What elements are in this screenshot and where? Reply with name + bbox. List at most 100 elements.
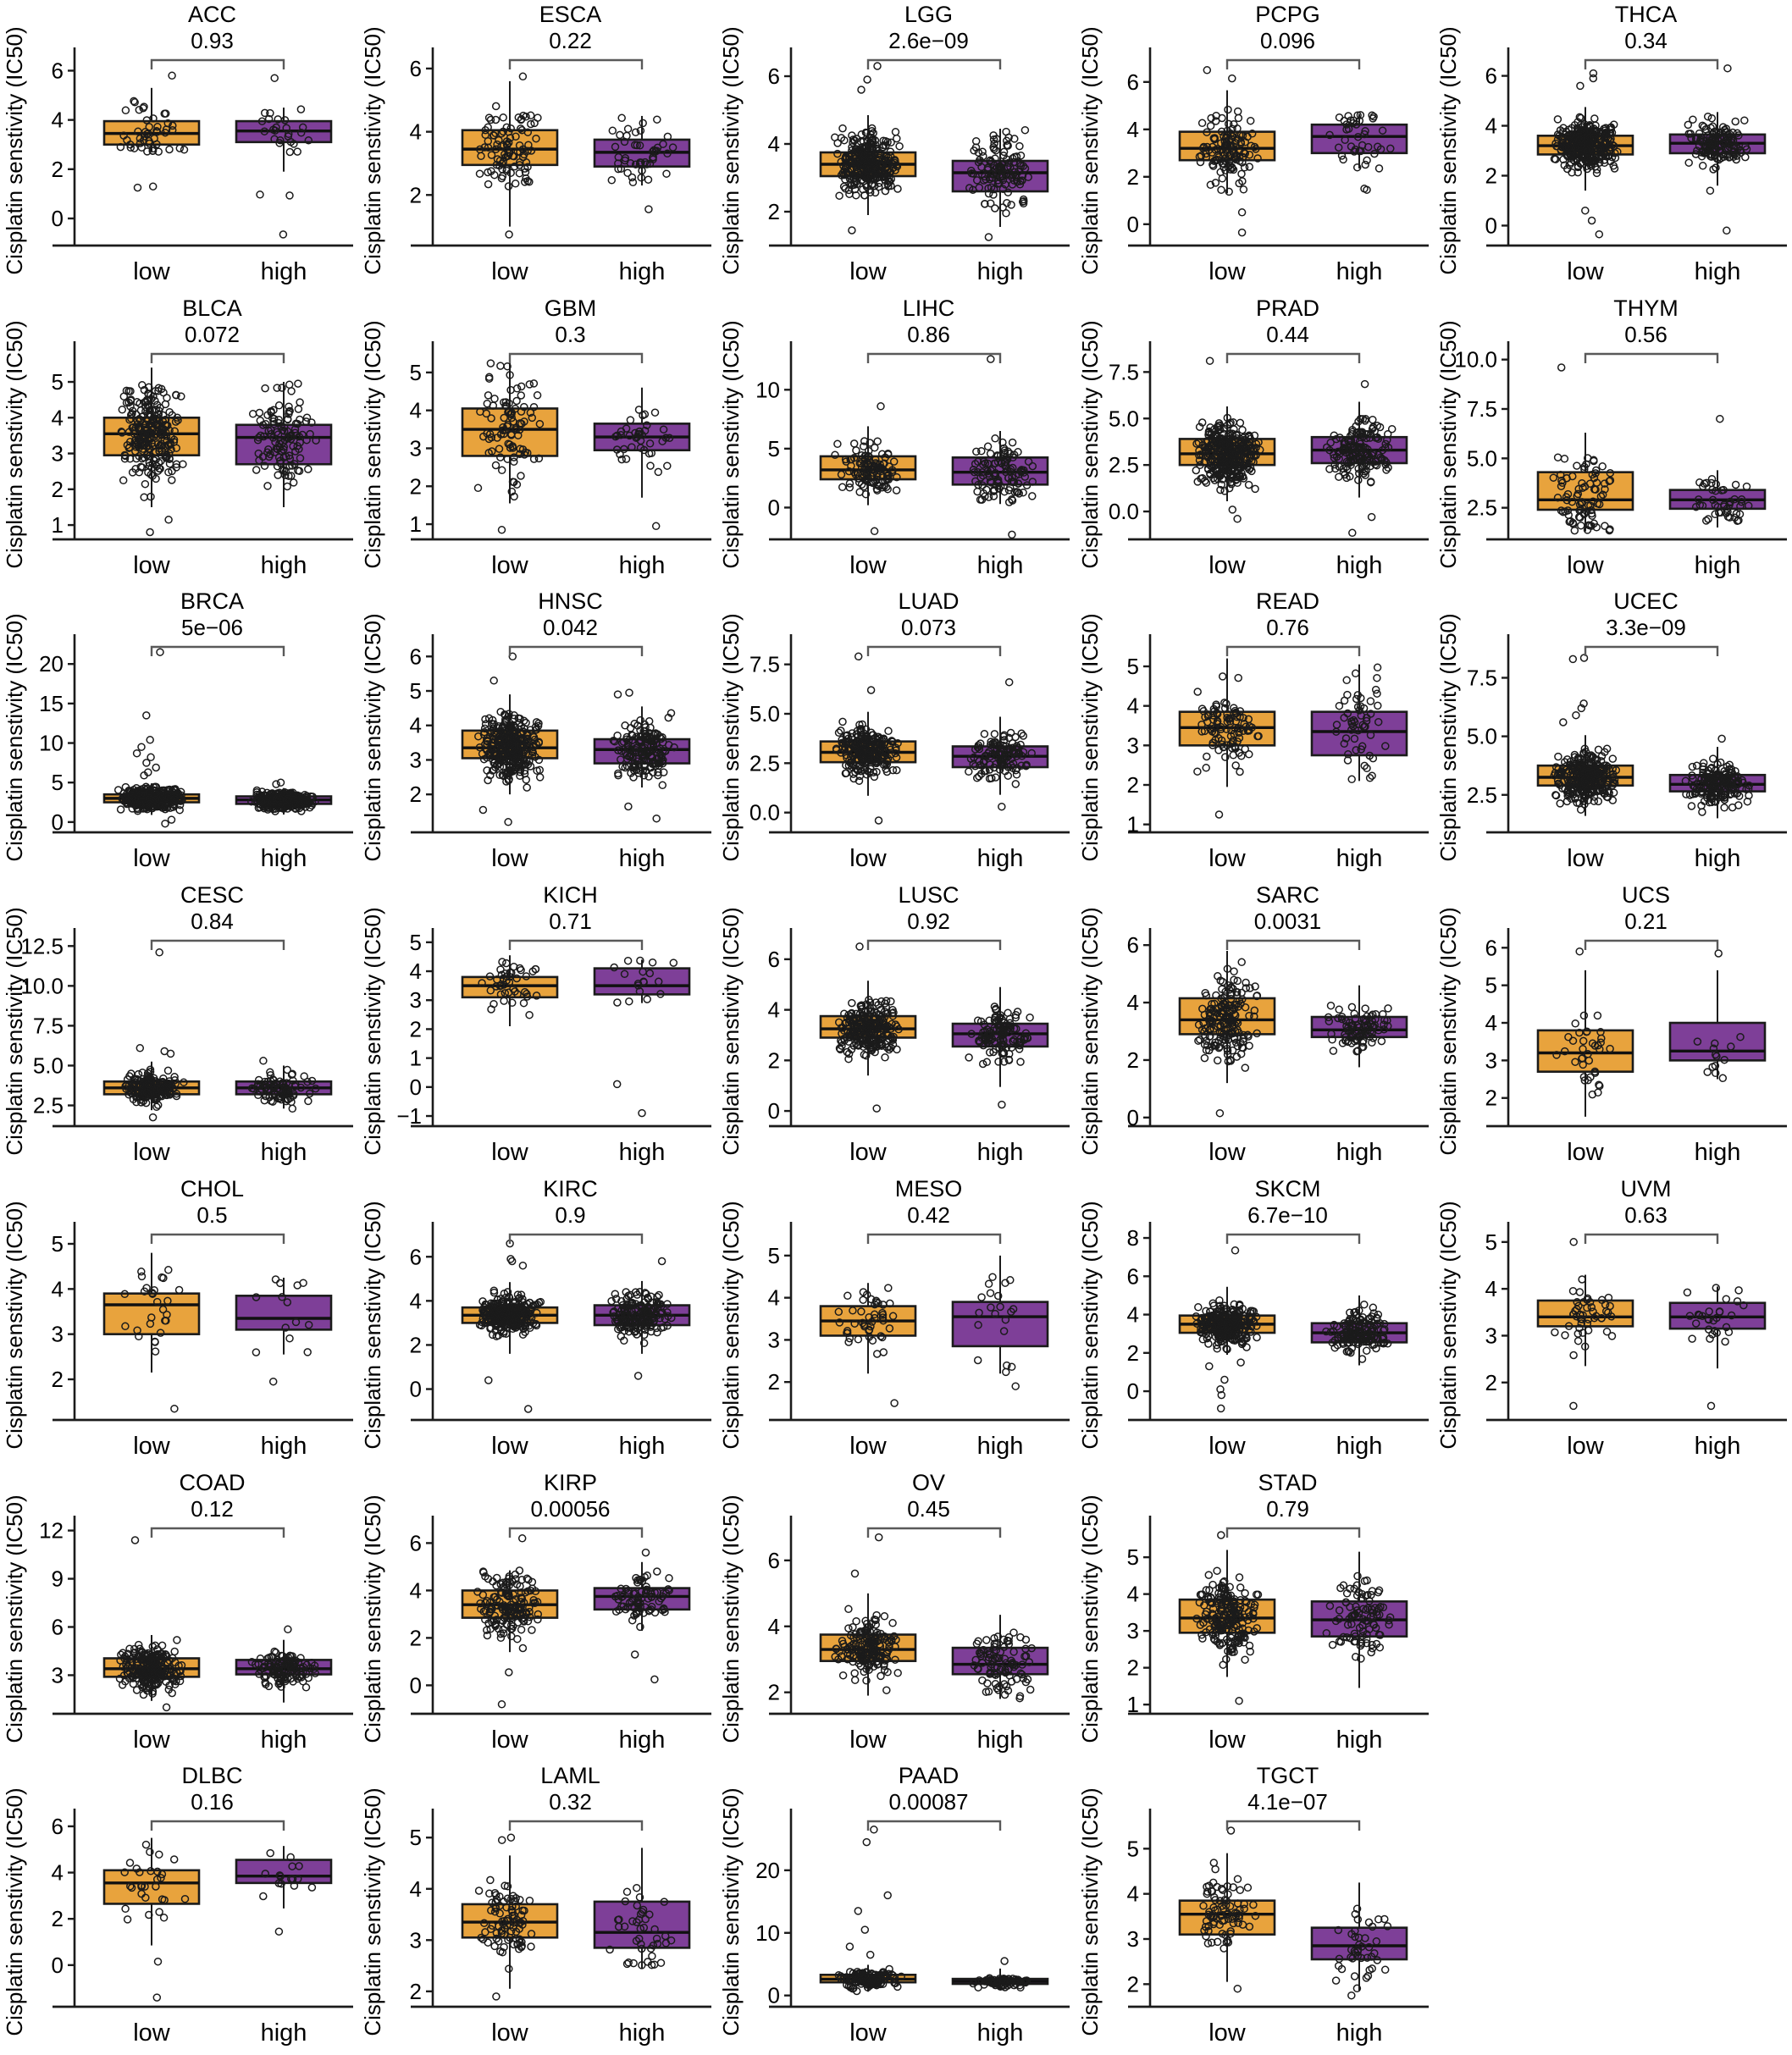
data-point	[611, 737, 619, 746]
data-point	[509, 752, 517, 760]
data-point	[858, 757, 867, 766]
data-point	[873, 437, 882, 445]
data-point	[1580, 153, 1589, 162]
data-point	[842, 162, 851, 170]
data-point	[152, 474, 160, 483]
data-point	[845, 467, 854, 476]
data-point	[1206, 180, 1214, 190]
data-point	[306, 429, 314, 439]
data-point	[118, 405, 127, 414]
data-point	[864, 461, 873, 470]
data-point	[1594, 746, 1603, 754]
data-point	[158, 428, 167, 437]
data-point	[1352, 111, 1362, 119]
data-point	[636, 732, 644, 741]
bracket-line	[150, 58, 285, 69]
data-point	[1726, 497, 1734, 505]
data-point	[1204, 146, 1213, 154]
data-point	[1004, 169, 1012, 179]
data-point	[486, 429, 495, 439]
data-point	[663, 461, 672, 470]
data-point	[121, 106, 130, 115]
jitter-points	[1549, 362, 1614, 535]
data-point	[285, 147, 295, 157]
outlier-point	[624, 803, 633, 811]
data-point	[666, 434, 674, 442]
significance-bracket	[508, 352, 644, 363]
data-point	[1606, 468, 1614, 478]
data-point	[835, 728, 843, 737]
data-point	[1347, 425, 1357, 434]
data-point	[627, 769, 635, 778]
data-point	[1377, 455, 1385, 464]
data-point	[1011, 780, 1020, 789]
data-point	[510, 457, 518, 466]
data-point	[1202, 128, 1211, 136]
data-point	[1550, 154, 1558, 163]
panel-title: BRCA	[180, 588, 244, 614]
outlier-point	[1237, 228, 1246, 237]
data-point	[1570, 526, 1579, 535]
data-point	[984, 442, 993, 450]
data-point	[260, 108, 269, 118]
data-point	[1551, 142, 1561, 151]
data-point	[1230, 435, 1239, 444]
data-point	[1347, 775, 1356, 784]
data-point	[516, 771, 524, 781]
data-point	[161, 128, 169, 137]
data-point	[987, 449, 995, 458]
data-point	[998, 438, 1008, 446]
data-point	[1017, 729, 1026, 738]
data-point	[517, 737, 525, 745]
boxplot-high	[952, 355, 1049, 539]
data-point	[289, 478, 298, 487]
data-point	[517, 471, 525, 480]
data-point	[168, 125, 177, 135]
jitter-points	[607, 113, 678, 213]
data-point	[864, 157, 872, 165]
data-point	[976, 745, 984, 754]
data-point	[981, 172, 989, 181]
data-point	[1197, 727, 1206, 737]
bracket-line	[867, 352, 1002, 363]
data-point	[1028, 491, 1037, 500]
data-point	[1553, 753, 1562, 761]
data-point	[636, 443, 645, 452]
data-point	[140, 792, 148, 800]
data-point	[158, 801, 167, 810]
data-point	[981, 730, 989, 738]
data-point	[1698, 162, 1707, 170]
bracket-line	[150, 352, 285, 363]
data-point	[154, 426, 163, 435]
y-tick-label: 5.0	[1467, 445, 1497, 471]
panel-title: READ	[1256, 588, 1319, 614]
data-point	[1351, 669, 1360, 678]
data-point	[506, 443, 515, 452]
data-point	[1241, 745, 1249, 754]
data-point	[841, 165, 849, 174]
outlier-point	[1575, 81, 1585, 91]
data-point	[1242, 462, 1252, 472]
data-point	[491, 115, 501, 124]
data-point	[985, 189, 993, 198]
data-point	[860, 442, 868, 450]
data-point	[871, 455, 880, 464]
data-point	[999, 152, 1009, 160]
y-tick-label: 2	[410, 473, 422, 499]
data-point	[1222, 725, 1231, 734]
data-point	[1216, 725, 1225, 734]
data-point	[484, 180, 493, 189]
data-point	[1222, 714, 1231, 722]
data-point	[284, 132, 293, 141]
y-tick-label: 2	[768, 199, 780, 224]
y-tick-label: 3	[1126, 733, 1138, 759]
y-axis-title: Cisplatin senstivity (IC50)	[2, 26, 27, 274]
data-point	[607, 176, 617, 185]
data-point	[261, 384, 269, 393]
data-point	[972, 136, 981, 146]
data-point	[488, 446, 496, 456]
data-point	[882, 164, 890, 174]
axes: 2.55.07.510.0	[1454, 340, 1787, 541]
